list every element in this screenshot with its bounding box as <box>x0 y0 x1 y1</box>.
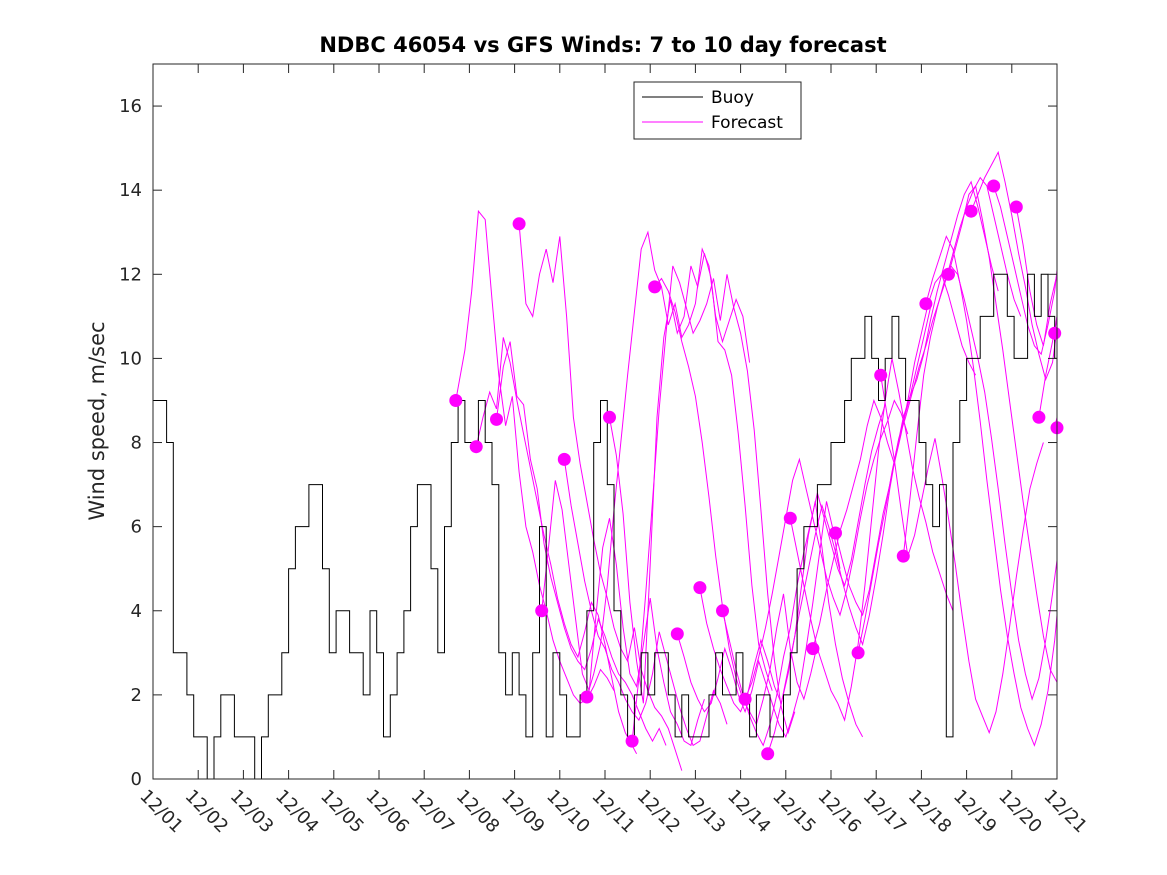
forecast-line <box>948 184 1058 683</box>
forecast-start-marker <box>874 368 888 382</box>
forecast-line <box>676 501 841 739</box>
y-tick-label: 4 <box>131 601 142 622</box>
forecast-line <box>925 235 1058 747</box>
forecast-start-marker <box>716 604 729 618</box>
forecast-start-marker <box>964 204 978 218</box>
forecast-start-marker <box>512 217 526 231</box>
forecast-start-marker <box>603 410 616 424</box>
forecast-start-marker <box>693 581 707 595</box>
forecast-line <box>541 480 705 747</box>
forecast-start-marker <box>1032 410 1046 424</box>
forecast-start-marker <box>761 747 775 761</box>
forecast-line <box>902 264 1058 701</box>
y-tick-label: 8 <box>131 433 142 454</box>
forecast-start-marker <box>738 692 752 706</box>
forecast-start-marker <box>580 690 594 704</box>
legend: Buoy Forecast <box>633 81 802 140</box>
forecast-start-marker <box>469 440 483 454</box>
legend-box <box>633 81 802 140</box>
y-tick-label: 10 <box>119 348 142 369</box>
y-tick-label: 2 <box>131 685 142 706</box>
forecast-line <box>1015 206 1058 346</box>
y-axis-label: Wind speed, m/sec <box>85 321 109 520</box>
forecast-line <box>835 180 999 617</box>
chart-title: NDBC 46054 vs GFS Winds: 7 to 10 day for… <box>319 33 886 57</box>
forecast-line <box>609 253 773 704</box>
forecast-start-marker <box>557 452 571 466</box>
forecast-markers <box>449 179 1064 761</box>
forecast-line <box>970 150 1058 381</box>
forecast-start-marker <box>648 280 662 294</box>
buoy-line <box>153 273 1057 780</box>
y-tick-label: 0 <box>131 769 142 790</box>
forecast-start-marker <box>987 179 1001 193</box>
forecast-start-marker <box>919 297 933 311</box>
forecast-line <box>475 337 638 755</box>
y-tick-label: 6 <box>131 517 142 538</box>
forecast-start-marker <box>1048 326 1062 340</box>
forecast-start-marker <box>806 642 820 656</box>
forecast-start-marker <box>535 604 549 618</box>
forecast-start-marker <box>851 646 865 660</box>
y-tick-label: 16 <box>119 96 142 117</box>
forecast-start-marker <box>829 526 842 540</box>
legend-forecast-label: Forecast <box>711 113 783 133</box>
forecast-line <box>631 265 796 742</box>
forecast-start-marker <box>896 549 910 563</box>
y-tick-label: 12 <box>119 264 142 285</box>
forecast-start-marker <box>449 394 463 407</box>
y-tick-label: 14 <box>119 180 142 201</box>
buoy-series <box>153 273 1057 780</box>
forecast-start-marker <box>783 511 797 525</box>
legend-buoy-label: Buoy <box>711 88 754 108</box>
forecast-start-marker <box>1009 200 1023 214</box>
forecast-line <box>744 399 909 700</box>
forecast-start-marker <box>625 734 639 748</box>
forecast-start-marker <box>942 267 955 281</box>
forecast-start-marker <box>670 627 684 641</box>
y-axis: 0 2 4 6 8 10 12 14 16 <box>119 96 1057 790</box>
forecast-start-marker <box>490 412 503 426</box>
